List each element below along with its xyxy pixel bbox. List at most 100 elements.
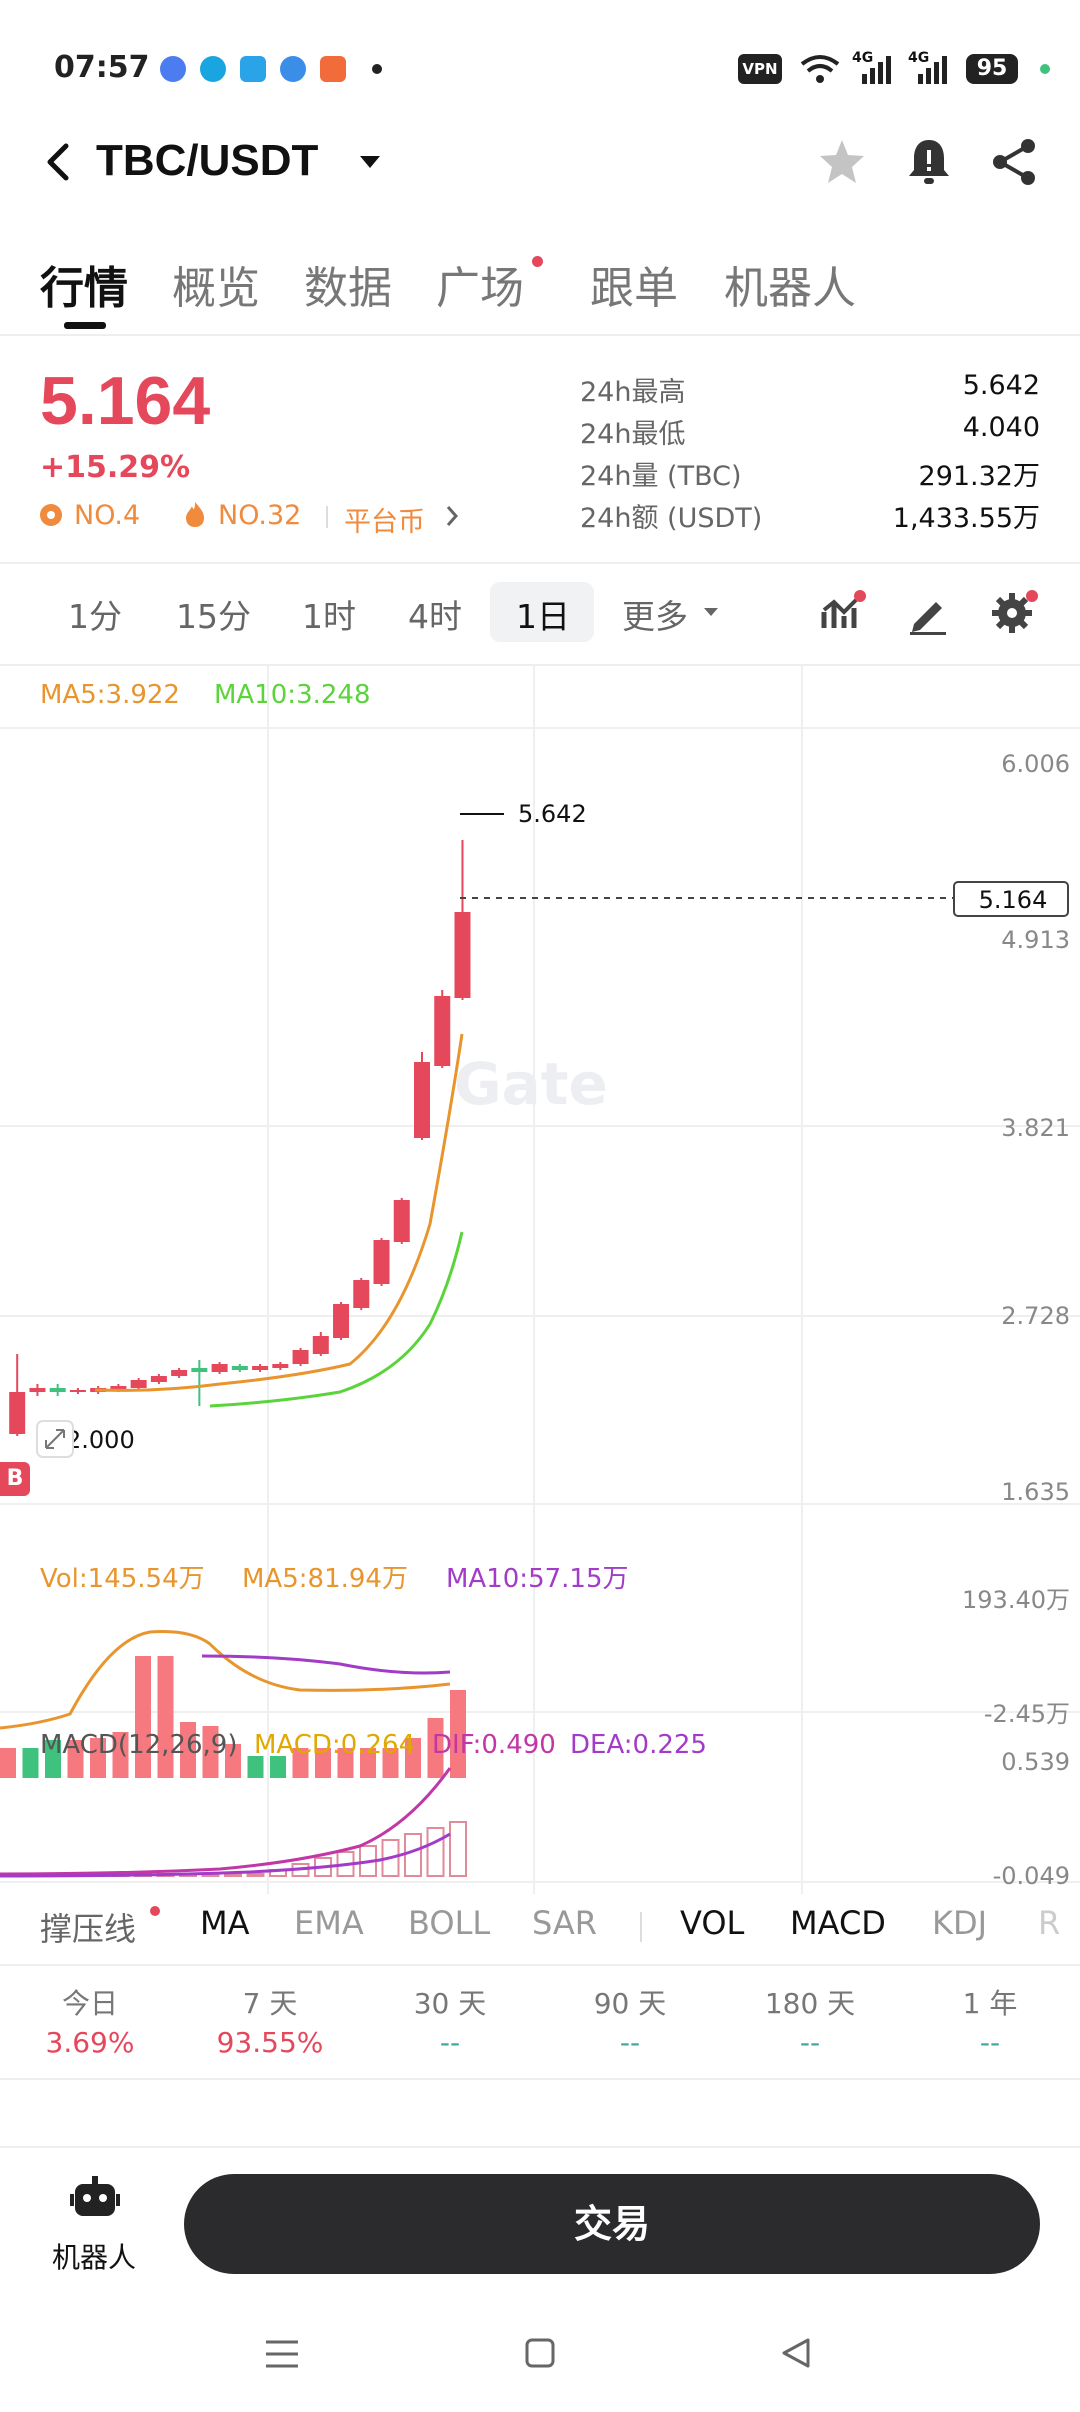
macd-bar xyxy=(426,1827,445,1877)
candle-body xyxy=(191,1368,208,1372)
perf-label-today: 今日 xyxy=(61,1987,118,2020)
divider xyxy=(0,1964,1080,1966)
volume-bar xyxy=(405,1738,421,1778)
indicator-boll[interactable]: BOLL xyxy=(408,1904,491,1942)
indicator-kdj[interactable]: KDJ xyxy=(932,1904,988,1942)
robot-label[interactable]: 机器人 xyxy=(52,2241,137,2274)
draw-icon[interactable] xyxy=(906,590,950,636)
stat-volume-value: 291.32万 xyxy=(918,461,1040,492)
indicator-ema[interactable]: EMA xyxy=(294,1904,364,1942)
indicator-more[interactable]: R xyxy=(1038,1904,1061,1942)
expand-icon[interactable] xyxy=(36,1420,74,1458)
battery-indicator: 95 xyxy=(966,54,1018,84)
robot-icon[interactable] xyxy=(70,2176,120,2222)
indicator-macd[interactable]: MACD xyxy=(790,1904,886,1942)
last-price-box xyxy=(953,881,1069,917)
tab-robot[interactable]: 机器人 xyxy=(724,263,856,314)
price-axis-label: 1.635 xyxy=(1001,1478,1070,1506)
tab-square[interactable]: 广场 xyxy=(436,263,524,314)
buy-marker[interactable]: B xyxy=(0,1462,30,1496)
category-tag[interactable]: 平台币 xyxy=(344,507,425,538)
tab-data[interactable]: 数据 xyxy=(304,263,392,314)
candle-body xyxy=(9,1392,26,1434)
candle-body xyxy=(130,1380,147,1388)
candle-body xyxy=(252,1366,269,1370)
indicator-icon[interactable] xyxy=(820,590,866,636)
back-icon[interactable] xyxy=(40,140,76,184)
dea-line xyxy=(0,1832,451,1878)
macd-bar xyxy=(246,1873,265,1877)
price-axis-label: 4.913 xyxy=(1001,926,1070,954)
chevron-right-icon[interactable] xyxy=(444,504,460,528)
tab-copytrade[interactable]: 跟单 xyxy=(590,263,678,314)
timeframe-1d[interactable]: 1日 xyxy=(516,597,570,636)
dropdown-caret-icon[interactable] xyxy=(358,154,382,170)
telegram-icon xyxy=(240,56,266,82)
volume-bar xyxy=(157,1656,174,1778)
timeframe-4h[interactable]: 4时 xyxy=(408,597,462,636)
perf-label-30d: 30 天 xyxy=(413,1987,487,2020)
perf-value-1y: -- xyxy=(979,2026,1001,2059)
status-bar: 07:57 VPN 4G 4G 95 xyxy=(0,0,1080,130)
tab-overview[interactable]: 概览 xyxy=(172,263,260,314)
tab-market[interactable]: 行情 xyxy=(40,263,128,314)
stat-high-label: 24h最高 xyxy=(580,377,686,408)
volume-bar xyxy=(450,1690,466,1778)
indicator-ma[interactable]: MA xyxy=(200,1904,250,1942)
settings-icon[interactable] xyxy=(990,588,1040,636)
volume-bar xyxy=(247,1756,264,1778)
star-icon[interactable] xyxy=(816,136,868,188)
candle-body xyxy=(150,1376,167,1382)
macd-legend-dea: DEA:0.225 xyxy=(570,1730,707,1760)
volume-bar xyxy=(360,1748,376,1778)
price-axis-label: 3.821 xyxy=(1001,1114,1070,1142)
more-caret-icon[interactable] xyxy=(702,606,720,618)
bell-icon[interactable] xyxy=(904,134,954,190)
indicator-support-resistance[interactable]: 撑压线 xyxy=(40,1910,137,1948)
share-icon[interactable] xyxy=(990,136,1040,188)
perf-label-90d: 90 天 xyxy=(593,1987,667,2020)
pair-title[interactable]: TBC/USDT xyxy=(96,136,319,185)
home-icon[interactable] xyxy=(524,2336,556,2370)
vol-ma10-legend: MA10:57.15万 xyxy=(446,1564,629,1594)
wifi-icon xyxy=(800,55,840,83)
vol-axis-label: -2.45万 xyxy=(983,1700,1070,1728)
timeframe-more[interactable]: 更多 xyxy=(622,597,688,636)
rank-1[interactable]: NO.4 xyxy=(74,500,141,531)
volume-bar xyxy=(135,1656,151,1778)
volume-bar xyxy=(315,1748,331,1778)
indicator-sar[interactable]: SAR xyxy=(532,1904,598,1942)
back-nav-icon[interactable] xyxy=(780,2336,812,2370)
shop-app-icon xyxy=(320,56,346,82)
divider xyxy=(640,1912,642,1942)
network-label-2: 4G xyxy=(908,50,930,66)
divider xyxy=(0,2146,1080,2148)
macd-axis-label: -0.049 xyxy=(992,1862,1070,1890)
candle-body xyxy=(353,1280,370,1308)
timeframe-1h[interactable]: 1时 xyxy=(302,597,356,636)
notification-dot xyxy=(150,1906,160,1916)
kline-chart[interactable] xyxy=(0,664,1080,1894)
divider xyxy=(0,562,1080,564)
macd-legend-label: MACD(12,26,9) xyxy=(40,1730,238,1760)
rank-icon xyxy=(40,504,62,526)
candles xyxy=(9,840,471,1436)
candle-body xyxy=(272,1364,289,1368)
price-change: +15.29% xyxy=(40,450,191,485)
network-label-1: 4G xyxy=(852,50,874,66)
volume-bar xyxy=(22,1748,39,1778)
menu-icon[interactable] xyxy=(264,2338,300,2370)
timeframe-1m[interactable]: 1分 xyxy=(68,597,122,636)
timeframe-15m[interactable]: 15分 xyxy=(176,597,251,636)
vol-ma5-legend: MA5:81.94万 xyxy=(242,1564,408,1594)
candle-body xyxy=(454,912,471,998)
rank-2[interactable]: NO.32 xyxy=(218,500,302,531)
vol-ma10-line xyxy=(201,1654,451,1675)
volume-bar xyxy=(337,1748,354,1778)
candle-body xyxy=(312,1336,329,1354)
ma10-line xyxy=(209,1231,464,1408)
indicator-vol[interactable]: VOL xyxy=(680,1904,745,1942)
trade-button[interactable]: 交易 xyxy=(184,2174,1040,2274)
price-axis-label: 6.006 xyxy=(1001,750,1070,778)
status-time: 07:57 xyxy=(54,50,150,85)
